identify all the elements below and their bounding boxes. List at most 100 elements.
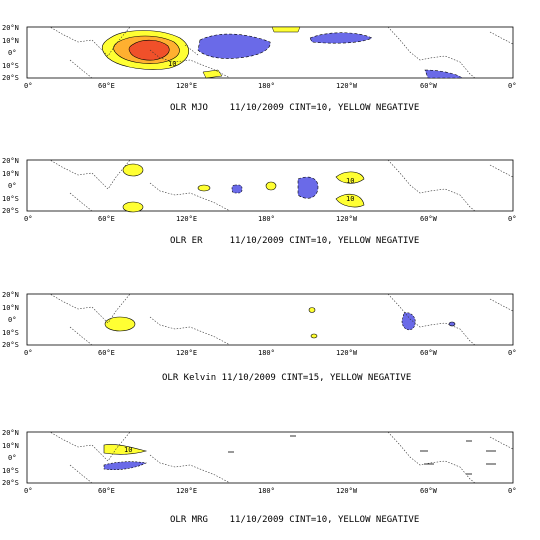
negative-anomaly-small — [202, 69, 223, 79]
negative-anomaly — [308, 307, 316, 313]
lat-label-10s: 10°S — [2, 62, 19, 70]
axis-label: 120°W — [336, 487, 358, 495]
small-dashes — [228, 435, 496, 475]
lat-axis-labels: 20°N 10°N 0° 10°S 20°S — [2, 24, 19, 82]
map-frame — [26, 26, 514, 79]
map-frame — [26, 293, 514, 346]
axis-label: 0° — [8, 182, 16, 190]
map-mjo: 20°N 10°N 0° 10°S 20°S 10 0° 60°E — [2, 24, 516, 90]
axis-label: 10°S — [2, 195, 19, 203]
axis-label: 120°E — [176, 487, 197, 495]
axis-label: 0° — [508, 487, 516, 495]
axis-label: 0° — [508, 215, 516, 223]
positive-anomaly — [309, 32, 373, 44]
lon-label: 0° — [508, 82, 516, 90]
axis-label: 180° — [258, 349, 275, 357]
panel-er: 20°N 10°N 0° 10°S 20°S 10 10 0° 60°E 120… — [0, 133, 540, 268]
axis-label: 60°W — [420, 487, 438, 495]
lon-axis-labels: 0° 60°E 120°E 180° 120°W 60°W 0° — [24, 487, 516, 495]
coastlines — [27, 26, 514, 79]
lon-label: 60°W — [420, 82, 438, 90]
axis-label: 10°N — [2, 304, 19, 312]
axis-label: 120°W — [336, 215, 358, 223]
lat-label-20s: 20°S — [2, 74, 19, 82]
panel-kelvin: 20°N 10°N 0° 10°S 20°S 0° 60°E 120°E 180… — [0, 267, 540, 402]
axis-label: 120°E — [176, 215, 197, 223]
negative-anomaly — [197, 184, 211, 192]
panel-caption: OLR Kelvin 11/10/2009 CINT=15, YELLOW NE… — [162, 373, 412, 383]
axis-label: 10°N — [2, 170, 19, 178]
contour-label: 10 — [168, 60, 176, 68]
axis-label: 10°N — [2, 442, 19, 450]
panel-mrg: 20°N 10°N 0° 10°S 20°S 10 0° — [0, 405, 540, 540]
axis-label: 20°S — [2, 207, 19, 215]
axis-label: 20°N — [2, 157, 19, 165]
contour-label: 10 — [124, 446, 132, 454]
axis-label: 0° — [24, 487, 32, 495]
axis-label: 60°E — [98, 487, 115, 495]
negative-anomaly-strong — [128, 39, 170, 61]
map-er: 20°N 10°N 0° 10°S 20°S 10 10 0° 60°E 120… — [2, 157, 516, 223]
panel-caption: OLR ER 11/10/2009 CINT=10, YELLOW NEGATI… — [170, 236, 420, 246]
negative-anomaly — [122, 201, 144, 213]
negative-anomaly — [310, 333, 318, 339]
map-kelvin: 20°N 10°N 0° 10°S 20°S 0° 60°E 120°E 180… — [2, 291, 516, 357]
lon-label: 60°E — [98, 82, 115, 90]
axis-label: 60°W — [420, 349, 438, 357]
axis-label: 20°N — [2, 429, 19, 437]
negative-anomaly — [265, 181, 277, 191]
coastlines — [27, 431, 514, 484]
lat-label-10n: 10°N — [2, 37, 19, 45]
axis-label: 0° — [508, 349, 516, 357]
positive-anomaly — [231, 184, 243, 194]
axis-label: 0° — [8, 454, 16, 462]
lon-label: 180° — [258, 82, 275, 90]
axis-label: 180° — [258, 215, 275, 223]
axis-label: 20°N — [2, 291, 19, 299]
axis-label: 120°E — [176, 349, 197, 357]
lat-label-eq: 0° — [8, 49, 16, 57]
contour-label: 10 — [346, 177, 354, 185]
positive-anomaly — [197, 33, 271, 59]
axis-label: 0° — [24, 215, 32, 223]
axis-label: 20°S — [2, 479, 19, 487]
negative-anomaly — [335, 171, 365, 184]
negative-anomaly — [335, 193, 365, 208]
positive-anomaly — [297, 176, 319, 199]
negative-anomaly — [104, 316, 136, 332]
lat-axis-labels: 20°N 10°N 0° 10°S 20°S — [2, 291, 19, 349]
axis-label: 180° — [258, 487, 275, 495]
axis-label: 10°S — [2, 467, 19, 475]
negative-anomaly — [122, 163, 144, 177]
axis-label: 60°W — [420, 215, 438, 223]
positive-anomaly — [424, 69, 463, 79]
axis-label: 120°W — [336, 349, 358, 357]
positive-anomaly — [448, 321, 456, 327]
lon-axis-labels: 0° 60°E 120°E 180° 120°W 60°W 0° — [24, 349, 516, 357]
map-mrg: 20°N 10°N 0° 10°S 20°S 10 0° — [2, 429, 516, 495]
panel-caption: OLR MJO 11/10/2009 CINT=10, YELLOW NEGAT… — [170, 103, 420, 113]
panel-mjo: 20°N 10°N 0° 10°S 20°S 10 0° 60°E — [0, 0, 540, 135]
lon-label: 120°W — [336, 82, 358, 90]
axis-label: 10°S — [2, 329, 19, 337]
lat-axis-labels: 20°N 10°N 0° 10°S 20°S — [2, 429, 19, 487]
positive-anomaly — [401, 312, 416, 331]
positive-anomaly — [103, 461, 147, 471]
lon-label: 120°E — [176, 82, 197, 90]
axis-label: 0° — [24, 349, 32, 357]
contour-label: 10 — [346, 195, 354, 203]
negative-anomaly-small — [271, 26, 301, 33]
lat-axis-labels: 20°N 10°N 0° 10°S 20°S — [2, 157, 19, 215]
axis-label: 60°E — [98, 215, 115, 223]
axis-label: 0° — [8, 316, 16, 324]
map-frame — [26, 431, 514, 484]
coastlines — [27, 159, 514, 212]
axis-label: 20°S — [2, 341, 19, 349]
panel-caption: OLR MRG 11/10/2009 CINT=10, YELLOW NEGAT… — [170, 515, 420, 525]
coastlines — [27, 293, 514, 346]
lon-axis-labels: 0° 60°E 120°E 180° 120°W 60°W 0° — [24, 215, 516, 223]
negative-anomaly — [103, 444, 148, 455]
lat-label-20n: 20°N — [2, 24, 19, 32]
map-frame — [26, 159, 514, 212]
lon-axis-labels: 0° 60°E 120°E 180° 120°W 60°W 0° — [24, 82, 516, 90]
